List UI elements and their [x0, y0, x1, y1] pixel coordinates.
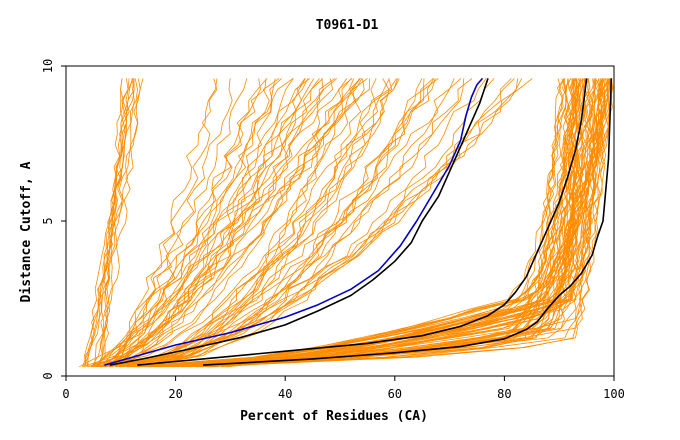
model-curve — [110, 78, 218, 367]
model-curve — [121, 78, 398, 368]
model-curve — [156, 78, 606, 368]
model-curve — [100, 78, 533, 368]
model-curve — [172, 78, 604, 368]
model-curve — [196, 78, 561, 368]
model-curve — [86, 78, 144, 367]
model-curve — [85, 78, 133, 367]
model-curve — [100, 78, 267, 368]
model-curve — [87, 78, 309, 368]
model-curve — [161, 78, 575, 368]
model-curve — [128, 78, 611, 368]
model-curve — [110, 78, 320, 368]
x-tick-label: 60 — [388, 387, 402, 401]
model-curve — [130, 78, 585, 368]
model-curve — [101, 78, 324, 368]
model-curve — [138, 78, 370, 368]
model-curve — [180, 78, 610, 368]
model-curve — [82, 78, 368, 368]
model-curve — [100, 78, 336, 368]
y-axis-ticks: 0 5 10 — [41, 59, 66, 380]
model-curve — [105, 78, 365, 368]
highlight-model-curves — [104, 77, 613, 366]
model-curve — [137, 78, 425, 368]
model-curve — [101, 78, 276, 368]
model-curve — [130, 78, 360, 368]
model-curve — [104, 78, 465, 368]
model-curve — [136, 78, 436, 368]
model-curve — [137, 78, 581, 368]
model-curve — [139, 78, 569, 368]
model-curve — [138, 78, 455, 368]
model-curve — [142, 78, 487, 368]
model-curve — [95, 78, 233, 368]
model-curve — [103, 78, 519, 368]
model-curve — [109, 78, 423, 368]
model-curve — [226, 78, 565, 368]
model-curve — [167, 78, 606, 368]
model-curve — [110, 78, 523, 368]
model-curve — [92, 78, 348, 368]
highlight-curve — [109, 78, 489, 366]
x-tick-label: 0 — [62, 387, 69, 401]
y-axis-label: Distance Cutoff, A — [19, 161, 34, 302]
model-curve — [100, 78, 268, 367]
model-curve — [97, 78, 393, 368]
model-curve — [150, 78, 595, 368]
model-curve — [138, 78, 434, 368]
model-curve — [90, 78, 248, 368]
model-curve — [149, 78, 568, 368]
model-curve — [103, 78, 218, 367]
model-curve — [210, 78, 604, 368]
highlight-curve — [137, 78, 588, 366]
model-curve — [149, 78, 609, 368]
model-curve — [119, 78, 400, 368]
model-curve — [173, 78, 586, 368]
model-curve — [109, 78, 294, 368]
highlight-curve — [104, 77, 484, 366]
model-curve — [84, 78, 129, 367]
chart-title: T0961-D1 — [316, 18, 379, 33]
model-curve — [119, 78, 390, 368]
x-tick-label: 20 — [168, 387, 182, 401]
model-curve — [159, 78, 613, 368]
model-curve — [135, 78, 377, 368]
model-curve — [183, 78, 585, 368]
model-curve — [99, 78, 355, 368]
model-curve — [149, 78, 390, 368]
y-tick-label: 0 — [41, 372, 55, 379]
model-curve — [87, 78, 135, 367]
y-tick-label: 5 — [41, 217, 55, 224]
y-tick-label: 10 — [41, 59, 55, 73]
model-curve — [199, 78, 582, 368]
model-curve — [94, 78, 261, 367]
model-curve — [95, 78, 462, 368]
model-curve — [83, 78, 135, 367]
model-curve — [96, 78, 294, 368]
model-curve — [90, 78, 352, 368]
x-tick-label: 40 — [278, 387, 292, 401]
model-curve — [105, 78, 333, 368]
model-curve — [124, 78, 473, 368]
model-curve — [114, 78, 338, 368]
x-axis-ticks: 0 20 40 60 80 100 — [62, 376, 625, 401]
model-curve — [120, 78, 512, 368]
model-curve — [137, 78, 435, 368]
x-tick-label: 80 — [497, 387, 511, 401]
model-curve — [196, 78, 593, 368]
model-curve — [126, 78, 566, 368]
model-curve — [145, 78, 592, 368]
x-tick-label: 100 — [603, 387, 625, 401]
model-curve — [95, 78, 515, 368]
highlight-curve — [202, 78, 613, 366]
model-curve — [139, 78, 361, 368]
background-model-curves — [79, 78, 614, 368]
model-curve — [122, 78, 397, 368]
model-curve — [200, 78, 613, 368]
model-curve — [97, 78, 134, 367]
model-curve — [89, 78, 324, 368]
model-curve — [79, 78, 306, 368]
model-curve — [108, 78, 310, 368]
x-axis-label: Percent of Residues (CA) — [240, 409, 428, 424]
